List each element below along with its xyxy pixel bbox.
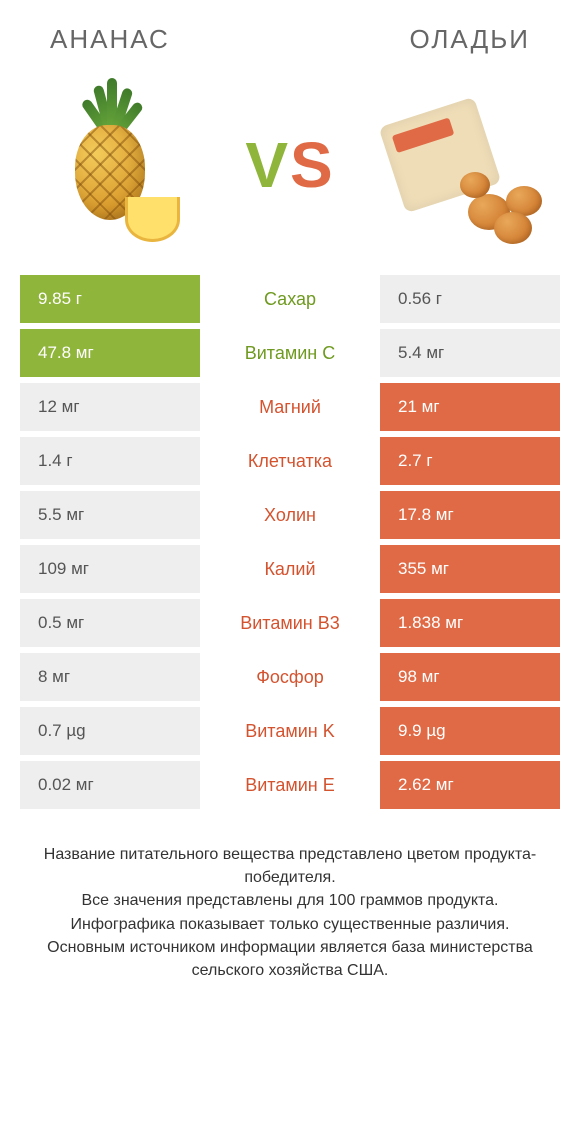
nutrient-label: Холин bbox=[200, 491, 380, 539]
right-title: ОЛАДЬИ bbox=[409, 24, 530, 55]
nutrient-label: Витамин E bbox=[200, 761, 380, 809]
nutrient-label: Калий bbox=[200, 545, 380, 593]
right-value: 2.7 г bbox=[380, 437, 560, 485]
footer-text: Название питательного вещества представл… bbox=[0, 815, 580, 982]
table-row: 5.5 мгХолин17.8 мг bbox=[20, 491, 560, 539]
left-value: 5.5 мг bbox=[20, 491, 200, 539]
pineapple-slice-icon bbox=[125, 197, 180, 242]
right-value: 355 мг bbox=[380, 545, 560, 593]
right-value: 21 мг bbox=[380, 383, 560, 431]
nugget-icon bbox=[494, 212, 532, 244]
left-image bbox=[30, 80, 190, 250]
footer-line: Основным источником информации является … bbox=[30, 936, 550, 982]
nutrient-label: Витамин K bbox=[200, 707, 380, 755]
nugget-icon bbox=[460, 172, 490, 198]
footer-line: Все значения представлены для 100 граммо… bbox=[30, 889, 550, 912]
nutrient-label: Клетчатка bbox=[200, 437, 380, 485]
vs-label: VS bbox=[245, 128, 334, 202]
table-row: 0.7 µgВитамин K9.9 µg bbox=[20, 707, 560, 755]
comparison-table: 9.85 гСахар0.56 г 47.8 мгВитамин C5.4 мг 1… bbox=[0, 275, 580, 809]
right-value: 1.838 мг bbox=[380, 599, 560, 647]
table-row: 12 мгМагний21 мг bbox=[20, 383, 560, 431]
right-value: 17.8 мг bbox=[380, 491, 560, 539]
hero-row: VS bbox=[0, 65, 580, 275]
table-row: 9.85 гСахар0.56 г bbox=[20, 275, 560, 323]
right-value: 98 мг bbox=[380, 653, 560, 701]
right-value: 2.62 мг bbox=[380, 761, 560, 809]
left-value: 109 мг bbox=[20, 545, 200, 593]
table-row: 109 мгКалий355 мг bbox=[20, 545, 560, 593]
left-title: АНАНАС bbox=[50, 24, 170, 55]
table-row: 47.8 мгВитамин C5.4 мг bbox=[20, 329, 560, 377]
right-value: 5.4 мг bbox=[380, 329, 560, 377]
infographic-root: АНАНАС ОЛАДЬИ VS 9.85 гСахар0.56 г 47.8 м… bbox=[0, 0, 580, 982]
nutrient-label: Витамин C bbox=[200, 329, 380, 377]
left-value: 47.8 мг bbox=[20, 329, 200, 377]
table-row: 0.02 мгВитамин E2.62 мг bbox=[20, 761, 560, 809]
left-value: 8 мг bbox=[20, 653, 200, 701]
footer-line: Инфографика показывает только существенн… bbox=[30, 913, 550, 936]
right-value: 0.56 г bbox=[380, 275, 560, 323]
right-value: 9.9 µg bbox=[380, 707, 560, 755]
left-value: 1.4 г bbox=[20, 437, 200, 485]
footer-line: Название питательного вещества представл… bbox=[30, 843, 550, 889]
nutrient-label: Сахар bbox=[200, 275, 380, 323]
vs-v: V bbox=[245, 129, 290, 201]
left-value: 9.85 г bbox=[20, 275, 200, 323]
left-value: 0.5 мг bbox=[20, 599, 200, 647]
vs-s: S bbox=[290, 129, 335, 201]
right-image bbox=[390, 80, 550, 250]
nutrient-label: Магний bbox=[200, 383, 380, 431]
left-value: 0.02 мг bbox=[20, 761, 200, 809]
table-row: 8 мгФосфор98 мг bbox=[20, 653, 560, 701]
nutrient-label: Витамин B3 bbox=[200, 599, 380, 647]
table-row: 0.5 мгВитамин B31.838 мг bbox=[20, 599, 560, 647]
titles-row: АНАНАС ОЛАДЬИ bbox=[0, 0, 580, 65]
table-row: 1.4 гКлетчатка2.7 г bbox=[20, 437, 560, 485]
nutrient-label: Фосфор bbox=[200, 653, 380, 701]
left-value: 0.7 µg bbox=[20, 707, 200, 755]
left-value: 12 мг bbox=[20, 383, 200, 431]
